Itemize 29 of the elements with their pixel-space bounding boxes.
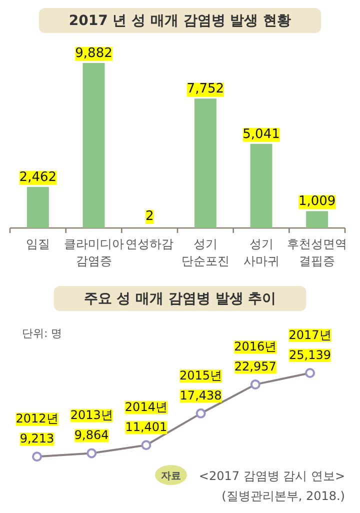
data-label: 1,009: [298, 194, 336, 210]
x-tick-label: 성기 사마귀: [243, 237, 280, 268]
chart-subtitle: 단위: 명: [22, 327, 62, 340]
text: (질병관리본부, 2018.): [222, 489, 345, 503]
text: 자료: [161, 471, 181, 482]
x-tick-label: 후천성면역 결핍증: [287, 237, 348, 268]
bar: [306, 211, 328, 228]
data-label: 2015년 17,438: [180, 368, 222, 402]
bar: [194, 98, 216, 228]
x-tick-label: 성기 단순포진: [181, 237, 230, 268]
data-label: 2017년 25,139: [288, 328, 332, 362]
data-label: 2,462: [19, 170, 57, 185]
bar: [82, 63, 105, 228]
data-label: 7,752: [186, 82, 224, 97]
data-label: 2012년 9,213: [16, 412, 58, 446]
data-label: 2: [145, 209, 154, 224]
data-label: 2016년 22,957: [234, 339, 277, 374]
bar: [250, 144, 272, 228]
data-label: 2013년 9,864: [70, 408, 113, 442]
text: <2017 감염병 감시 연보>: [198, 469, 345, 483]
x-tick-label: 임질: [26, 237, 50, 251]
x-tick-label: 클라미디아 감염증: [64, 237, 124, 268]
data-label: 9,882: [75, 46, 112, 61]
x-tick-label: 연성하감: [126, 237, 174, 251]
chart-title: 2017 년 성 매개 감염병 발생 현황: [68, 13, 292, 29]
bar: [26, 186, 49, 228]
chart-title: 주요 성 매개 감염병 발생 추이: [84, 291, 276, 307]
data-label: 5,041: [242, 126, 280, 142]
data-label: 2014년 11,401: [124, 400, 168, 434]
